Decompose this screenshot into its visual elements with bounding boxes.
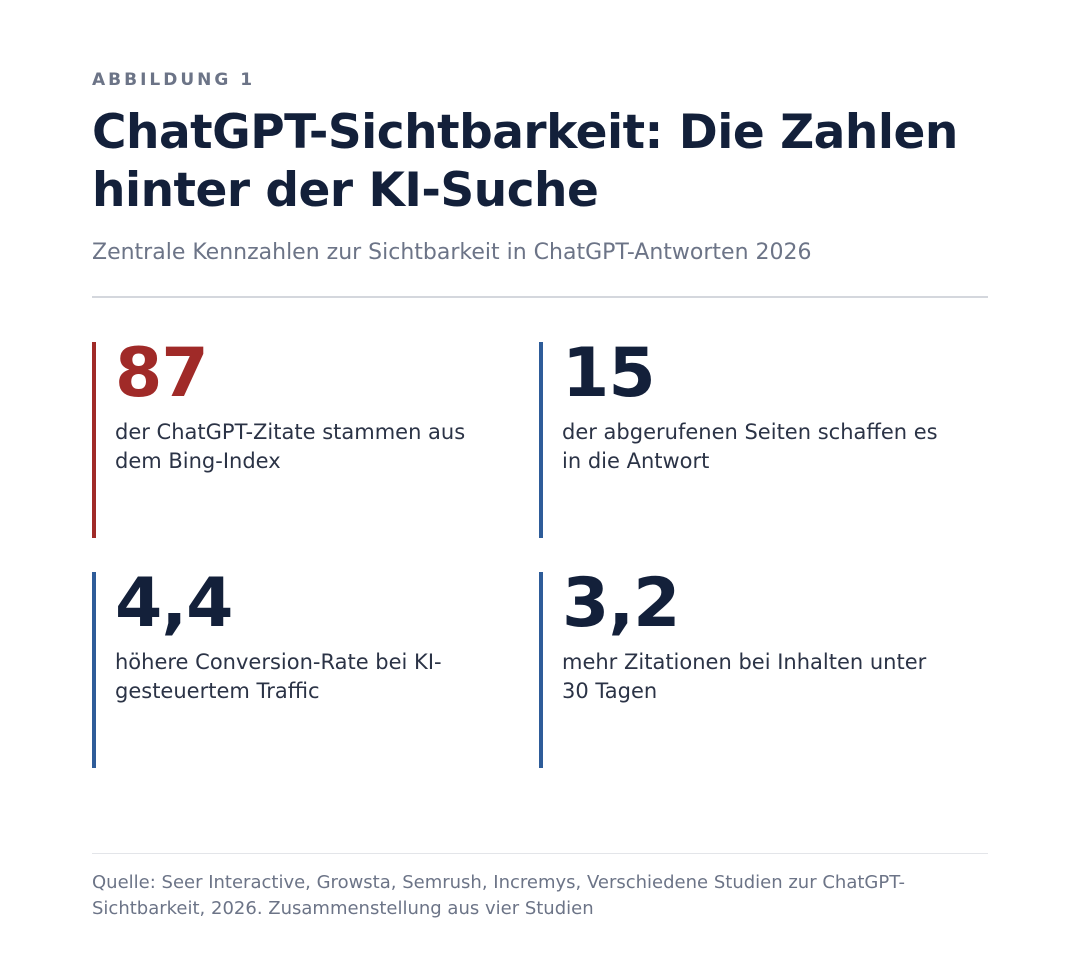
stat-card-bing-citations: 87 der ChatGPT-Zitate stammen aus dem Bi… xyxy=(92,334,512,538)
figure-subtitle: Zentrale Kennzahlen zur Sichtbarkeit in … xyxy=(92,240,812,265)
figure: ABBILDUNG 1 ChatGPT-Sichtbarkeit: Die Za… xyxy=(92,0,988,958)
stat-label: höhere Conversion-Rate bei KI-gesteuerte… xyxy=(115,650,442,703)
stat-card-fresh-content: 3,2 mehr Zitationen bei Inhalten unter 3… xyxy=(539,564,959,768)
stat-label: mehr Zitationen bei Inhalten unter 30 Ta… xyxy=(562,650,927,703)
header-divider xyxy=(92,296,988,298)
stat-value: 15 xyxy=(562,334,656,413)
stat-card-retrieved-pages: 15 der abgerufenen Seiten schaffen es in… xyxy=(539,334,959,538)
stat-card-conversion-rate: 4,4 höhere Conversion-Rate bei KI-gesteu… xyxy=(92,564,512,768)
stat-value: 3,2 xyxy=(562,564,680,643)
stat-label: der abgerufenen Seiten schaffen es in di… xyxy=(562,420,938,473)
stat-label: der ChatGPT-Zitate stammen aus dem Bing-… xyxy=(115,420,466,473)
stat-value: 87 xyxy=(115,334,209,413)
figure-kicker: ABBILDUNG 1 xyxy=(92,70,256,90)
figure-title: ChatGPT-Sichtbarkeit: Die Zahlen hinter … xyxy=(92,105,958,218)
footer-divider xyxy=(92,853,988,854)
source-note: Quelle: Seer Interactive, Growsta, Semru… xyxy=(92,872,906,919)
stat-value: 4,4 xyxy=(115,564,233,643)
